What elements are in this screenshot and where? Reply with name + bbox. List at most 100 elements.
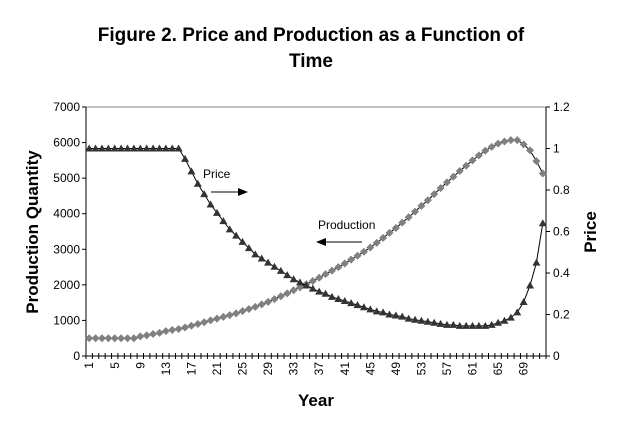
data-point-production xyxy=(462,161,471,170)
data-point-price xyxy=(187,167,196,175)
data-point-price xyxy=(270,262,279,270)
data-point-price xyxy=(481,321,490,329)
data-point-price xyxy=(219,217,228,225)
data-point-production xyxy=(436,184,445,193)
data-point-price xyxy=(296,278,305,286)
data-point-production xyxy=(532,157,541,166)
y-tick-label: 3000 xyxy=(53,242,80,256)
data-point-price xyxy=(449,320,458,328)
data-point-production xyxy=(212,314,221,323)
data-point-price xyxy=(193,179,202,187)
data-point-production xyxy=(308,276,317,285)
x-tick-label: 29 xyxy=(261,362,275,376)
data-point-price xyxy=(500,316,509,324)
data-point-production xyxy=(91,334,100,343)
data-point-price xyxy=(200,190,209,198)
y-tick-label: 6000 xyxy=(53,136,80,150)
y-tick-label: 1000 xyxy=(53,313,80,327)
x-axis-title: Year xyxy=(298,391,334,410)
data-point-price xyxy=(366,305,375,313)
data-point-production xyxy=(142,331,151,340)
data-point-price xyxy=(353,301,362,309)
y2-tick-label: 1.2 xyxy=(553,100,570,114)
data-point-price xyxy=(417,316,426,324)
data-point-production xyxy=(129,334,138,343)
x-tick-label: 21 xyxy=(210,362,224,376)
data-point-price xyxy=(321,289,330,297)
x-tick-label: 25 xyxy=(236,362,250,376)
data-point-production xyxy=(181,323,190,332)
data-point-price xyxy=(391,311,400,319)
data-point-production xyxy=(193,319,202,328)
data-point-production xyxy=(161,327,170,336)
data-point-price xyxy=(468,321,477,329)
data-point-price xyxy=(372,307,381,315)
data-point-production xyxy=(500,137,509,146)
data-point-production xyxy=(187,321,196,330)
arrow-right-icon xyxy=(211,188,248,196)
data-point-production xyxy=(327,266,336,275)
data-point-price xyxy=(538,219,547,227)
y2-axis-title: Price xyxy=(581,211,600,253)
data-point-price xyxy=(142,144,151,152)
data-point-production xyxy=(372,238,381,247)
x-tick-label: 57 xyxy=(440,362,454,376)
data-point-production xyxy=(366,243,375,252)
y2-tick-label: 0.6 xyxy=(553,225,570,239)
data-point-price xyxy=(455,321,464,329)
data-point-price xyxy=(117,144,126,152)
x-tick-label: 61 xyxy=(466,362,480,376)
data-point-price xyxy=(379,308,388,316)
data-point-production xyxy=(270,295,279,304)
x-tick-label: 53 xyxy=(414,362,428,376)
data-point-production xyxy=(206,316,215,325)
data-point-production xyxy=(238,307,247,316)
x-tick-label: 37 xyxy=(312,362,326,376)
data-point-price xyxy=(404,314,413,322)
data-point-price xyxy=(359,303,368,311)
data-point-price xyxy=(225,225,234,233)
x-tick-label: 17 xyxy=(184,362,198,376)
data-point-price xyxy=(161,144,170,152)
data-point-price xyxy=(149,144,158,152)
data-point-production xyxy=(155,328,164,337)
data-point-price xyxy=(526,281,535,289)
data-point-production xyxy=(398,218,407,227)
data-point-price xyxy=(238,237,247,245)
data-point-production xyxy=(340,259,349,268)
data-point-production xyxy=(519,140,528,149)
y2-tick-label: 1 xyxy=(553,142,560,156)
data-point-price xyxy=(315,287,324,295)
data-point-production xyxy=(251,302,260,311)
arrow-left-icon xyxy=(316,238,362,246)
data-point-production xyxy=(494,139,503,148)
data-point-price xyxy=(327,292,336,300)
data-point-price xyxy=(398,312,407,320)
data-point-production xyxy=(423,196,432,205)
data-point-production xyxy=(289,286,298,295)
data-point-production xyxy=(347,255,356,264)
data-point-production xyxy=(417,201,426,210)
data-point-production xyxy=(379,233,388,242)
data-point-price xyxy=(442,320,451,328)
data-point-production xyxy=(468,156,477,165)
data-point-price xyxy=(155,144,164,152)
data-point-price xyxy=(251,250,260,258)
annotation-price: Price xyxy=(203,167,231,181)
data-point-price xyxy=(411,315,420,323)
data-point-production xyxy=(391,223,400,232)
x-tick-label: 65 xyxy=(491,362,505,376)
data-point-production xyxy=(430,190,439,199)
data-point-production xyxy=(232,309,241,318)
x-tick-label: 69 xyxy=(517,362,531,376)
y-tick-label: 2000 xyxy=(53,278,80,292)
data-point-production xyxy=(219,312,228,321)
data-point-production xyxy=(104,334,113,343)
data-point-price xyxy=(519,298,528,306)
data-point-production xyxy=(359,247,368,256)
data-point-price xyxy=(430,318,439,326)
y-tick-label: 4000 xyxy=(53,207,80,221)
data-point-price xyxy=(474,321,483,329)
data-point-production xyxy=(174,324,183,333)
data-point-price xyxy=(532,258,541,266)
